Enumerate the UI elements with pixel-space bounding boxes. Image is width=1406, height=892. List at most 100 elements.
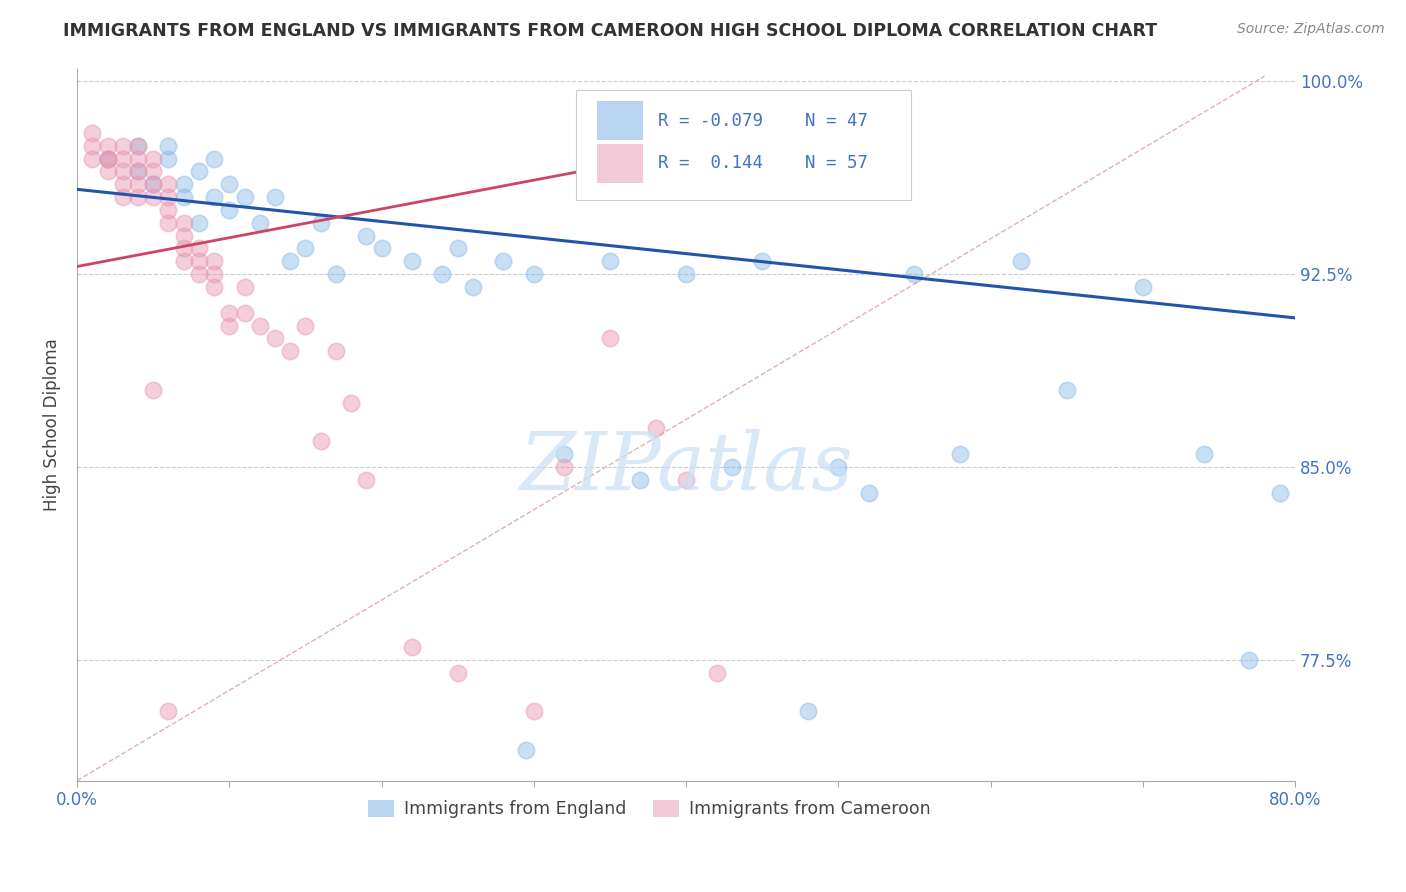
Point [294, 242, 316, 256]
Point [111, 152, 134, 166]
Point [187, 267, 209, 281]
Point [157, 202, 180, 217]
Point [1132, 280, 1154, 294]
Point [187, 242, 209, 256]
Point [675, 267, 697, 281]
Point [82, 138, 104, 153]
Point [432, 267, 454, 281]
Point [644, 421, 666, 435]
Point [553, 447, 575, 461]
Point [127, 178, 149, 192]
Point [858, 485, 880, 500]
Point [461, 280, 484, 294]
Point [278, 254, 301, 268]
Point [523, 704, 546, 718]
Point [142, 178, 165, 192]
Point [218, 202, 240, 217]
Point [523, 267, 546, 281]
Point [278, 344, 301, 359]
Point [173, 254, 195, 268]
Point [127, 164, 149, 178]
Point [173, 228, 195, 243]
Point [675, 473, 697, 487]
Point [249, 318, 271, 333]
Point [127, 164, 149, 178]
Point [142, 178, 165, 192]
Point [157, 216, 180, 230]
Point [492, 254, 515, 268]
Point [202, 280, 225, 294]
Point [142, 383, 165, 397]
Point [249, 216, 271, 230]
Point [142, 152, 165, 166]
Point [173, 216, 195, 230]
Point [157, 138, 180, 153]
Point [187, 216, 209, 230]
Point [309, 216, 332, 230]
Point [1010, 254, 1032, 268]
Point [111, 178, 134, 192]
Point [720, 460, 742, 475]
Point [401, 640, 423, 654]
Point [111, 138, 134, 153]
Point [127, 138, 149, 153]
Point [356, 228, 378, 243]
Point [356, 473, 378, 487]
Point [127, 138, 149, 153]
Point [264, 331, 287, 345]
Point [1268, 485, 1291, 500]
Point [264, 190, 287, 204]
Point [202, 267, 225, 281]
Point [142, 164, 165, 178]
Point [325, 344, 347, 359]
Text: R = -0.079    N = 47: R = -0.079 N = 47 [658, 112, 868, 129]
Point [173, 178, 195, 192]
Text: Source: ZipAtlas.com: Source: ZipAtlas.com [1237, 22, 1385, 37]
Point [628, 473, 651, 487]
Point [187, 164, 209, 178]
Point [157, 704, 180, 718]
Point [1056, 383, 1078, 397]
Point [157, 190, 180, 204]
Point [202, 190, 225, 204]
Point [111, 190, 134, 204]
Point [187, 254, 209, 268]
Point [127, 152, 149, 166]
Point [96, 152, 118, 166]
Point [309, 434, 332, 449]
Point [96, 138, 118, 153]
Legend: Immigrants from England, Immigrants from Cameroon: Immigrants from England, Immigrants from… [361, 793, 938, 825]
Point [96, 152, 118, 166]
Point [447, 665, 470, 680]
Point [82, 152, 104, 166]
Point [233, 190, 256, 204]
Point [157, 152, 180, 166]
Point [401, 254, 423, 268]
Point [325, 267, 347, 281]
Point [751, 254, 773, 268]
Point [1192, 447, 1215, 461]
Point [111, 164, 134, 178]
Point [157, 178, 180, 192]
Point [218, 318, 240, 333]
Point [903, 267, 925, 281]
Point [1239, 653, 1261, 667]
Point [599, 331, 621, 345]
Point [827, 460, 849, 475]
Point [142, 190, 165, 204]
Point [294, 318, 316, 333]
Point [173, 190, 195, 204]
Text: R =  0.144    N = 57: R = 0.144 N = 57 [658, 154, 868, 172]
Y-axis label: High School Diploma: High School Diploma [44, 338, 60, 511]
FancyBboxPatch shape [598, 101, 644, 140]
Point [949, 447, 972, 461]
Point [96, 152, 118, 166]
FancyBboxPatch shape [598, 144, 644, 183]
Text: ZIPatlas: ZIPatlas [519, 428, 853, 506]
Point [202, 254, 225, 268]
Point [553, 460, 575, 475]
Point [797, 704, 820, 718]
Point [218, 306, 240, 320]
Point [173, 242, 195, 256]
Point [515, 743, 537, 757]
